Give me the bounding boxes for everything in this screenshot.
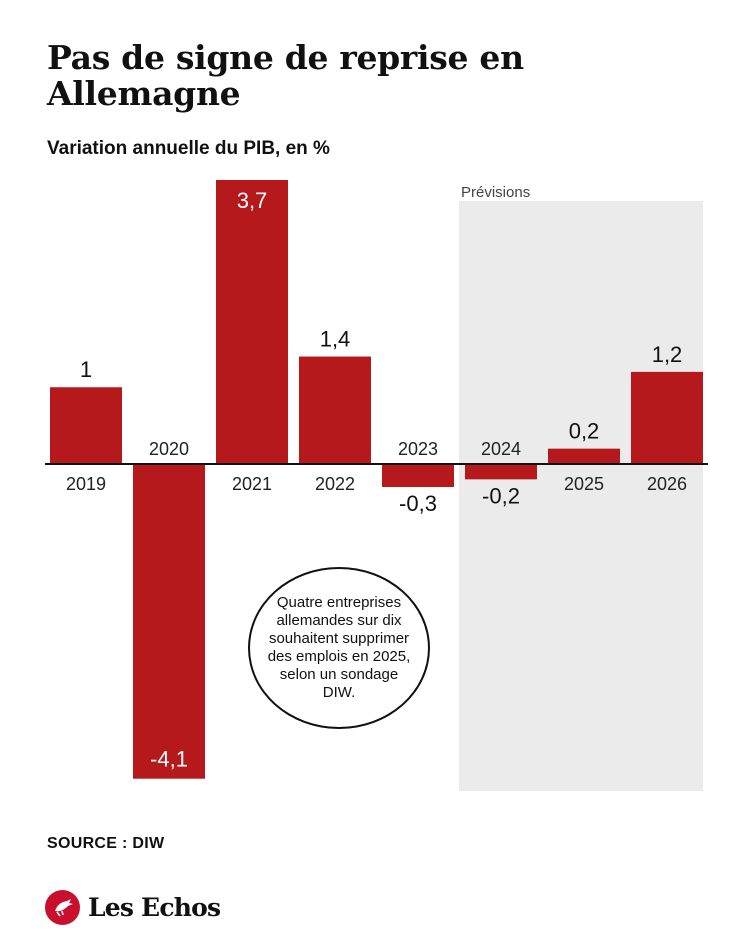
bar bbox=[465, 464, 537, 480]
bar bbox=[299, 356, 371, 464]
callout-bubble: Quatre entreprises allemandes sur dix so… bbox=[248, 567, 430, 729]
bar-chart: Prévisions 2019 1 2020 -4,1 2021 3,7 2022 1,4 202… bbox=[45, 180, 708, 791]
rooster-icon bbox=[45, 889, 80, 925]
callout-text: Quatre entreprises allemandes sur dix so… bbox=[267, 594, 411, 701]
bar bbox=[50, 387, 122, 464]
bar bbox=[548, 448, 620, 464]
x-tick-label: 2019 bbox=[66, 474, 106, 494]
x-tick-label: 2024 bbox=[481, 439, 521, 459]
data-label: 1,4 bbox=[320, 327, 351, 352]
forecast-band bbox=[459, 201, 703, 791]
x-tick-label: 2021 bbox=[232, 474, 272, 494]
data-label: -0,2 bbox=[482, 483, 520, 508]
bar bbox=[133, 464, 205, 779]
chart-title: Pas de signe de reprise en Allemagne bbox=[47, 38, 524, 113]
logo-text: Les Echos bbox=[88, 892, 221, 922]
data-label: -4,1 bbox=[150, 747, 188, 772]
les-echos-logo: Les Echos bbox=[45, 889, 221, 925]
data-label: 3,7 bbox=[237, 188, 268, 213]
x-tick-label: 2023 bbox=[398, 439, 438, 459]
bar bbox=[382, 464, 454, 488]
data-label: 0,2 bbox=[569, 419, 600, 444]
data-label: -0,3 bbox=[399, 491, 437, 516]
source-note: SOURCE : DIW bbox=[47, 835, 165, 852]
x-tick-label: 2026 bbox=[647, 474, 687, 494]
x-tick-label: 2020 bbox=[149, 439, 189, 459]
data-label: 1 bbox=[80, 357, 92, 382]
bar bbox=[631, 371, 703, 464]
x-tick-label: 2025 bbox=[564, 474, 604, 494]
chart-subtitle: Variation annuelle du PIB, en % bbox=[47, 138, 330, 159]
x-tick-label: 2022 bbox=[315, 474, 355, 494]
bar bbox=[216, 180, 288, 464]
forecast-label: Prévisions bbox=[461, 184, 530, 201]
data-label: 1,2 bbox=[652, 342, 683, 367]
